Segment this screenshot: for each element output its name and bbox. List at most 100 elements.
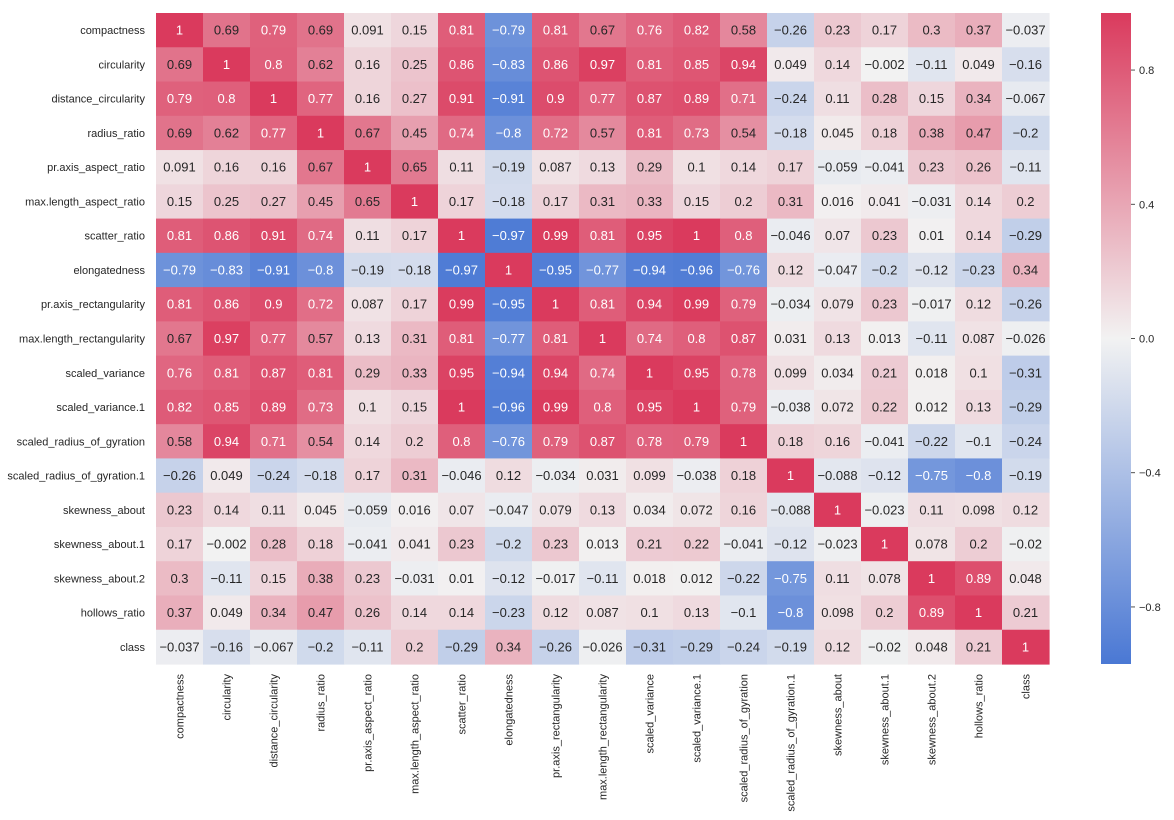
heatmap-cell [626, 150, 674, 185]
cell-value-label: 0.15 [402, 400, 427, 415]
heatmap-cell [297, 287, 345, 322]
cell-value-label: −0.96 [492, 400, 525, 415]
heatmap-cell [579, 13, 627, 48]
cell-value-label: 0.078 [868, 571, 901, 586]
cell-value-label: −0.18 [774, 125, 807, 140]
cell-value-label: −0.023 [817, 537, 857, 552]
heatmap-cell [297, 13, 345, 48]
heatmap-cell [579, 287, 627, 322]
heatmap-cell [532, 492, 580, 528]
cell-value-label: 0.13 [355, 331, 380, 346]
y-tick-label: elongatedness [73, 265, 145, 277]
x-axis-tick-labels: compactness circularity distance_circulari… [175, 674, 1033, 812]
heatmap-cell [250, 184, 298, 220]
cell-value-label: 0.8 [687, 331, 705, 346]
heatmap-cell [814, 81, 862, 117]
heatmap-cell [1002, 424, 1050, 460]
cell-value-label: −0.75 [774, 571, 807, 586]
cell-value-label: 0.95 [449, 365, 474, 380]
cell-value-label: 0.76 [167, 365, 192, 380]
cell-value-label: 0.91 [261, 228, 286, 243]
cell-value-label: −0.95 [539, 262, 572, 277]
cell-value-label: 1 [928, 571, 935, 586]
x-tick-label: pr.axis_aspect_ratio [363, 674, 375, 772]
heatmap-cell [1002, 287, 1050, 322]
cell-value-label: 0.65 [355, 194, 380, 209]
heatmap-cell [814, 424, 862, 460]
cell-value-label: 0.034 [633, 502, 666, 517]
heatmap-cell [391, 458, 439, 494]
heatmap-cell [156, 629, 204, 665]
heatmap-cell [297, 218, 345, 254]
cell-value-label: 0.71 [261, 434, 286, 449]
cell-value-label: 0.1 [640, 605, 658, 620]
heatmap-cell [156, 47, 204, 83]
heatmap-cell [532, 218, 580, 254]
cell-value-label: 1 [176, 23, 183, 38]
cell-value-label: 0.031 [774, 331, 807, 346]
heatmap-cell [955, 150, 1003, 185]
heatmap-cell [532, 424, 580, 460]
heatmap-cell [438, 492, 486, 528]
cell-value-label: 0.71 [731, 91, 756, 106]
cell-value-label: 0.86 [214, 228, 239, 243]
heatmap-cell [908, 252, 956, 288]
heatmap-cell [485, 252, 533, 288]
heatmap-cell [626, 424, 674, 460]
cell-value-label: 0.81 [637, 125, 662, 140]
cell-value-label: 0.11 [825, 91, 849, 106]
heatmap-cell [344, 321, 392, 357]
cell-value-label: 0.54 [731, 125, 756, 140]
heatmap-cell [673, 115, 721, 151]
cell-value-label: 1 [740, 434, 747, 449]
heatmap-cell [908, 81, 956, 117]
heatmap-cell [344, 389, 392, 425]
heatmap-cell [1002, 13, 1050, 48]
x-tick-label: scaled_radius_of_gyration.1 [786, 674, 798, 812]
heatmap-cell [438, 561, 486, 597]
heatmap-cell [485, 595, 533, 631]
heatmap-cell [1002, 492, 1050, 528]
heatmap-cell [438, 115, 486, 151]
cell-value-label: −0.91 [492, 91, 525, 106]
cell-value-label: 0.12 [966, 297, 991, 312]
y-tick-label: scatter_ratio [84, 231, 145, 243]
x-tick-label: scaled_variance.1 [692, 674, 704, 763]
cell-value-label: −0.11 [587, 571, 619, 586]
cell-value-label: 0.048 [1009, 571, 1042, 586]
cell-value-label: 0.38 [308, 571, 333, 586]
cell-value-label: 0.85 [214, 400, 239, 415]
cell-value-label: 1 [1022, 639, 1029, 654]
cell-value-label: 0.13 [825, 331, 850, 346]
heatmap-cell [344, 218, 392, 254]
cell-value-label: −0.19 [351, 262, 384, 277]
cell-value-label: 0.26 [355, 605, 380, 620]
heatmap-cell [861, 595, 909, 631]
cell-value-label: 0.69 [214, 23, 239, 38]
colorbar: 0.8 0.4 0.0 −0.4 −0.8 [1101, 13, 1161, 664]
heatmap-cell [814, 561, 862, 597]
heatmap-cell [908, 287, 956, 322]
cell-value-label: −0.29 [1009, 400, 1042, 415]
cell-value-label: 0.14 [402, 605, 427, 620]
heatmap-cell [767, 150, 815, 185]
heatmap-cell [203, 526, 251, 562]
cell-value-label: 0.81 [543, 331, 568, 346]
heatmap-cell [626, 218, 674, 254]
colorbar-tick-label: −0.8 [1139, 602, 1161, 614]
x-tick-label: distance_circularity [269, 674, 281, 768]
cell-value-label: 0.81 [167, 228, 192, 243]
cell-value-label: 0.016 [398, 502, 431, 517]
cell-value-label: 1 [411, 194, 418, 209]
cell-value-label: 0.87 [637, 91, 662, 106]
cell-value-label: 1 [787, 468, 794, 483]
cell-value-label: 0.087 [539, 160, 572, 175]
heatmap-cell [297, 595, 345, 631]
cell-value-label: 0.049 [210, 605, 243, 620]
y-tick-label: max.length_rectangularity [19, 334, 145, 346]
heatmap-cell [156, 115, 204, 151]
cell-value-label: 1 [270, 91, 277, 106]
cell-value-label: 0.8 [217, 91, 235, 106]
heatmap-cell [203, 47, 251, 83]
heatmap-cell [767, 561, 815, 597]
